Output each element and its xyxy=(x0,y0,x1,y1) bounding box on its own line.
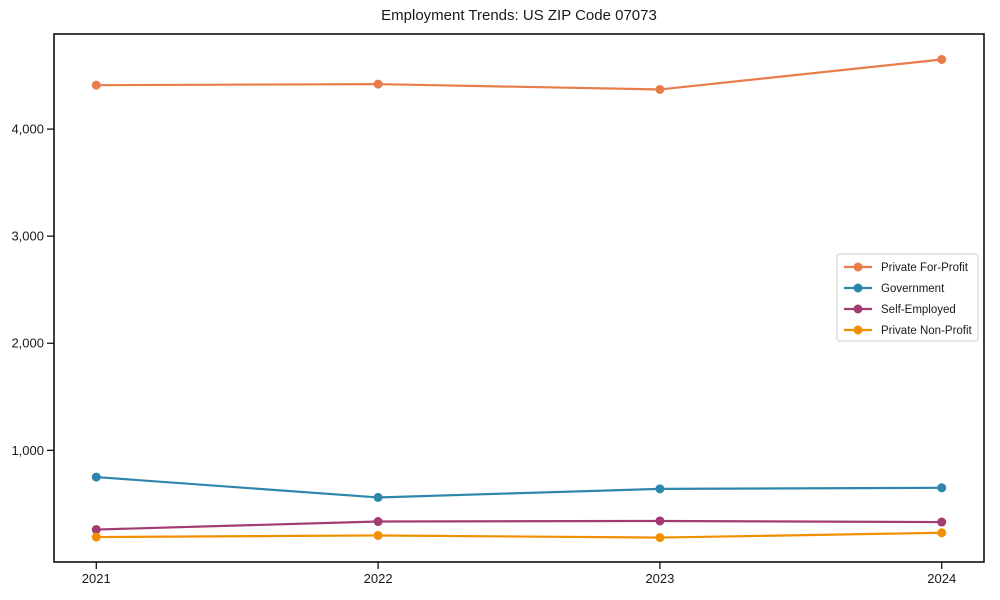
x-tick-label: 2021 xyxy=(82,571,111,586)
legend-item-label: Private Non-Profit xyxy=(881,325,973,337)
legend-marker xyxy=(853,325,863,335)
data-point xyxy=(937,528,947,538)
series-line xyxy=(95,58,943,91)
y-tick-label: 4,000 xyxy=(11,122,44,137)
data-point xyxy=(937,54,947,64)
y-tick-label: 1,000 xyxy=(11,443,44,458)
legend-marker xyxy=(853,304,863,314)
y-tick-label: 2,000 xyxy=(11,336,44,351)
legend-marker xyxy=(853,283,863,293)
series-line xyxy=(95,519,943,531)
data-point xyxy=(91,80,101,90)
data-point xyxy=(373,530,383,540)
legend-box xyxy=(836,253,979,342)
data-point xyxy=(91,525,101,535)
legend-item-label: Government xyxy=(881,283,945,295)
legend-item-label: Private For-Profit xyxy=(881,262,969,274)
data-point xyxy=(937,517,947,527)
x-tick-label: 2024 xyxy=(927,571,956,586)
data-point xyxy=(655,516,665,526)
data-point xyxy=(91,532,101,542)
chart-title: Employment Trends: US ZIP Code 07073 xyxy=(381,7,657,24)
data-point xyxy=(91,472,101,482)
data-point xyxy=(373,492,383,502)
legend-marker xyxy=(853,262,863,272)
data-point xyxy=(655,533,665,543)
x-tick-label: 2022 xyxy=(364,571,393,586)
data-point xyxy=(937,483,947,493)
x-tick-label: 2023 xyxy=(645,571,674,586)
series-line xyxy=(95,531,943,539)
plot-area-border xyxy=(53,33,985,563)
y-tick-label: 3,000 xyxy=(11,229,44,244)
data-point xyxy=(655,484,665,494)
data-point xyxy=(655,84,665,94)
data-point xyxy=(373,517,383,527)
legend-item-label: Self-Employed xyxy=(881,304,956,316)
series-line xyxy=(95,475,943,499)
data-point xyxy=(373,79,383,89)
